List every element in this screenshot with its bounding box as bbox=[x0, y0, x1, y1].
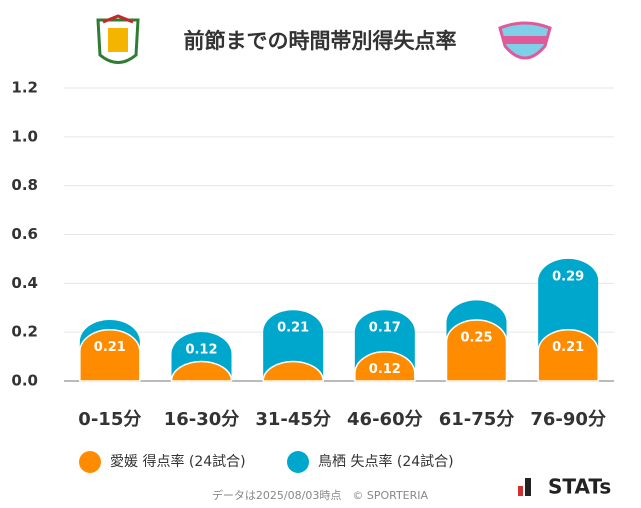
x-tick-label: 46-60分 bbox=[347, 409, 423, 430]
y-tick-label: 0.4 bbox=[11, 274, 38, 292]
chart-title: 前節までの時間帯別得失点率 bbox=[184, 29, 457, 53]
x-tick-label: 61-75分 bbox=[439, 409, 515, 430]
bar bbox=[354, 351, 416, 382]
value-label: 0.12 bbox=[369, 362, 401, 377]
x-tick-label: 31-45分 bbox=[255, 409, 331, 430]
y-tick-label: 0.0 bbox=[11, 372, 38, 390]
y-tick-label: 0.6 bbox=[11, 225, 38, 243]
value-label: 0.21 bbox=[552, 340, 584, 355]
home-logo bbox=[96, 14, 140, 64]
bar bbox=[170, 360, 233, 382]
value-label: 0.17 bbox=[369, 321, 401, 336]
y-tick-label: 0.8 bbox=[11, 176, 38, 194]
y-tick-label: 0.2 bbox=[11, 323, 38, 341]
away-logo bbox=[498, 21, 552, 60]
legend-marker bbox=[79, 451, 101, 473]
y-tick-label: 1.0 bbox=[11, 127, 38, 145]
value-label: 0.25 bbox=[460, 330, 492, 345]
x-tick-label: 16-30分 bbox=[164, 409, 240, 430]
brand-logo: STATs bbox=[518, 475, 611, 499]
x-tick-label: 76-90分 bbox=[530, 409, 606, 430]
brand-text: STATs bbox=[548, 475, 611, 499]
bar bbox=[79, 329, 141, 382]
value-label: 0.21 bbox=[94, 340, 126, 355]
x-tick-label: 0-15分 bbox=[78, 409, 141, 430]
bar bbox=[537, 329, 599, 382]
value-label: 0.29 bbox=[552, 269, 584, 284]
legend-marker bbox=[287, 451, 309, 473]
footnote: データは2025/08/03時点 © SPORTERIA bbox=[212, 488, 429, 502]
y-tick-label: 1.2 bbox=[11, 79, 38, 97]
value-label: 0.21 bbox=[277, 321, 309, 336]
bar bbox=[262, 360, 324, 382]
value-label: 0.12 bbox=[185, 343, 217, 358]
legend-label: 愛媛 得点率 (24試合) bbox=[110, 453, 246, 470]
legend-label: 鳥栖 失点率 (24試合) bbox=[318, 453, 454, 470]
bar bbox=[445, 319, 508, 382]
